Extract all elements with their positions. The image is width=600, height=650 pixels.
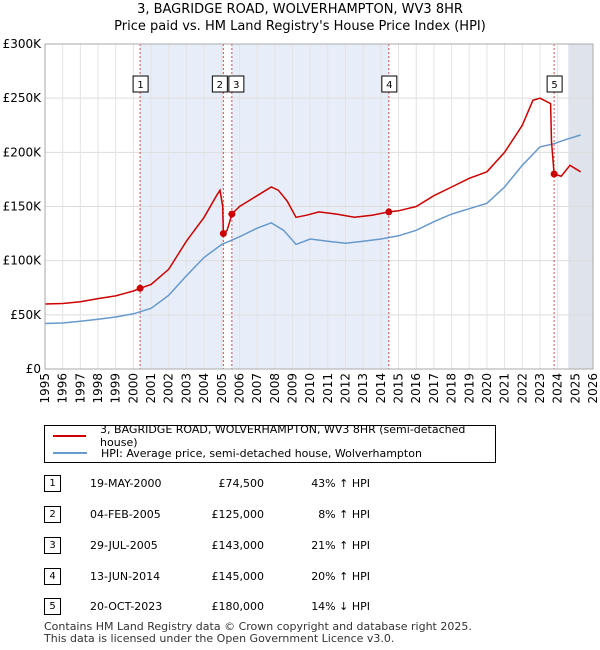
x-tick-label: 2006	[232, 373, 246, 404]
x-tick-label: 1999	[109, 373, 123, 404]
x-tick-label: 2023	[533, 373, 547, 404]
y-tick-label: £50K	[10, 308, 42, 322]
sale-hpi-change: 8% ↑ HPI	[318, 508, 370, 521]
sale-marker-box	[132, 75, 149, 93]
sale-row: 5 20-OCT-2023 £180,000 14% ↓ HPI	[0, 598, 600, 616]
y-tick-label: £300K	[3, 38, 43, 51]
sale-price: £143,000	[211, 539, 265, 552]
x-tick-label: 2025	[568, 373, 582, 404]
x-tick-label: 2004	[197, 373, 211, 404]
sale-marker-label: 3	[228, 75, 245, 93]
sale-marker-box	[211, 75, 228, 93]
x-tick-label: 1996	[56, 373, 70, 404]
x-tick-label: 2005	[215, 373, 229, 404]
x-tick-label: 2002	[162, 373, 176, 404]
sale-row: 4 13-JUN-2014 £145,000 20% ↑ HPI	[0, 568, 600, 586]
sale-marker-text: 2	[217, 80, 223, 91]
x-tick-label: 2024	[551, 373, 565, 404]
x-tick-label: 2022	[515, 373, 529, 404]
sale-number: 1	[44, 475, 61, 492]
sale-marker-box	[381, 75, 398, 93]
x-tick-label: 2014	[374, 373, 388, 404]
sale-point	[385, 208, 393, 216]
legend-swatch-property	[53, 435, 87, 437]
sale-hpi-change: 43% ↑ HPI	[311, 477, 370, 490]
sale-date: 29-JUL-2005	[90, 539, 158, 552]
y-tick-label: £0	[26, 362, 41, 376]
sale-point	[136, 284, 144, 292]
x-tick-label: 2007	[250, 373, 264, 404]
legend-swatch-hpi	[53, 452, 87, 454]
sale-row: 3 29-JUL-2005 £143,000 21% ↑ HPI	[0, 537, 600, 555]
sale-date: 04-FEB-2005	[90, 508, 161, 521]
x-tick-label: 2011	[321, 373, 335, 404]
sale-marker-box	[228, 75, 245, 93]
sale-marker-text: 1	[137, 80, 143, 91]
footer-licence: This data is licensed under the Open Gov…	[44, 632, 395, 645]
plot-frame	[44, 43, 594, 370]
sale-price: £145,000	[211, 570, 265, 583]
legend: 3, BAGRIDGE ROAD, WOLVERHAMPTON, WV3 8HR…	[44, 423, 496, 463]
x-tick-label: 2010	[303, 373, 317, 404]
legend-item-hpi: HPI: Average price, semi-detached house,…	[53, 445, 422, 461]
x-tick-label: 2008	[268, 373, 282, 404]
sale-hpi-change: 20% ↑ HPI	[311, 570, 370, 583]
series-line	[44, 97, 581, 305]
x-tick-label: 2020	[480, 373, 494, 404]
sale-marker-text: 4	[386, 80, 392, 91]
x-tick-label: 2013	[356, 373, 370, 404]
x-tick-label: 2009	[285, 373, 299, 404]
sale-marker-label: 1	[132, 75, 149, 93]
sale-number: 3	[44, 537, 61, 554]
x-tick-label: 2018	[445, 373, 459, 404]
sale-number: 4	[44, 568, 61, 585]
x-tick-label: 2001	[144, 373, 158, 404]
legend-label-property: 3, BAGRIDGE ROAD, WOLVERHAMPTON, WV3 8HR…	[100, 423, 466, 449]
x-tick-label: 2016	[409, 373, 423, 404]
y-tick-label: £250K	[3, 91, 43, 105]
x-tick-label: 2012	[339, 373, 353, 404]
sale-number: 2	[44, 506, 61, 523]
sale-row: 1 19-MAY-2000 £74,500 43% ↑ HPI	[0, 475, 600, 493]
price-chart: 1 2 3 4 5£0£50K£100K£150K£200K£250K£300K1995…	[3, 38, 600, 404]
sale-date: 20-OCT-2023	[90, 600, 163, 613]
x-tick-label: 2000	[126, 373, 140, 404]
series-line	[44, 134, 581, 325]
x-tick-label: 2019	[462, 373, 476, 404]
x-tick-label: 2021	[498, 373, 512, 404]
sale-hpi-change: 14% ↓ HPI	[311, 600, 370, 613]
sale-price: £125,000	[211, 508, 265, 521]
x-tick-label: 1995	[38, 373, 52, 404]
sale-marker-box	[546, 75, 563, 93]
sale-point	[228, 210, 236, 218]
footer-copyright: Contains HM Land Registry data © Crown c…	[44, 620, 472, 633]
sale-point	[219, 230, 227, 238]
x-tick-label: 2017	[427, 373, 441, 404]
x-tick-label: 2015	[392, 373, 406, 404]
sale-number: 5	[44, 598, 61, 615]
y-tick-label: £100K	[3, 254, 43, 268]
sale-row: 2 04-FEB-2005 £125,000 8% ↑ HPI	[0, 506, 600, 524]
x-tick-label: 1998	[91, 373, 105, 404]
x-tick-label: 2003	[179, 373, 193, 404]
sale-date: 19-MAY-2000	[90, 477, 162, 490]
legend-label-hpi: HPI: Average price, semi-detached house,…	[101, 446, 422, 460]
chart-subtitle: Price paid vs. HM Land Registry's House …	[114, 19, 486, 34]
x-tick-label: 2026	[586, 373, 600, 404]
sale-marker-text: 3	[233, 80, 239, 91]
sale-hpi-change: 21% ↑ HPI	[311, 539, 370, 552]
x-tick-label: 1997	[73, 373, 87, 404]
sale-marker-label: 4	[381, 75, 398, 93]
y-tick-label: £200K	[3, 145, 43, 159]
legend-item-property: 3, BAGRIDGE ROAD, WOLVERHAMPTON, WV3 8HR…	[53, 423, 495, 449]
sale-price: £74,500	[218, 477, 265, 490]
y-tick-label: £150K	[3, 200, 43, 214]
sale-marker-text: 5	[551, 80, 557, 91]
sale-marker-label: 2	[211, 75, 228, 93]
sale-marker-label: 5	[546, 75, 563, 93]
sale-point	[550, 170, 558, 178]
chart-title: 3, BAGRIDGE ROAD, WOLVERHAMPTON, WV3 8HR	[137, 2, 463, 17]
sale-date: 13-JUN-2014	[90, 570, 161, 583]
sale-price: £180,000	[211, 600, 265, 613]
